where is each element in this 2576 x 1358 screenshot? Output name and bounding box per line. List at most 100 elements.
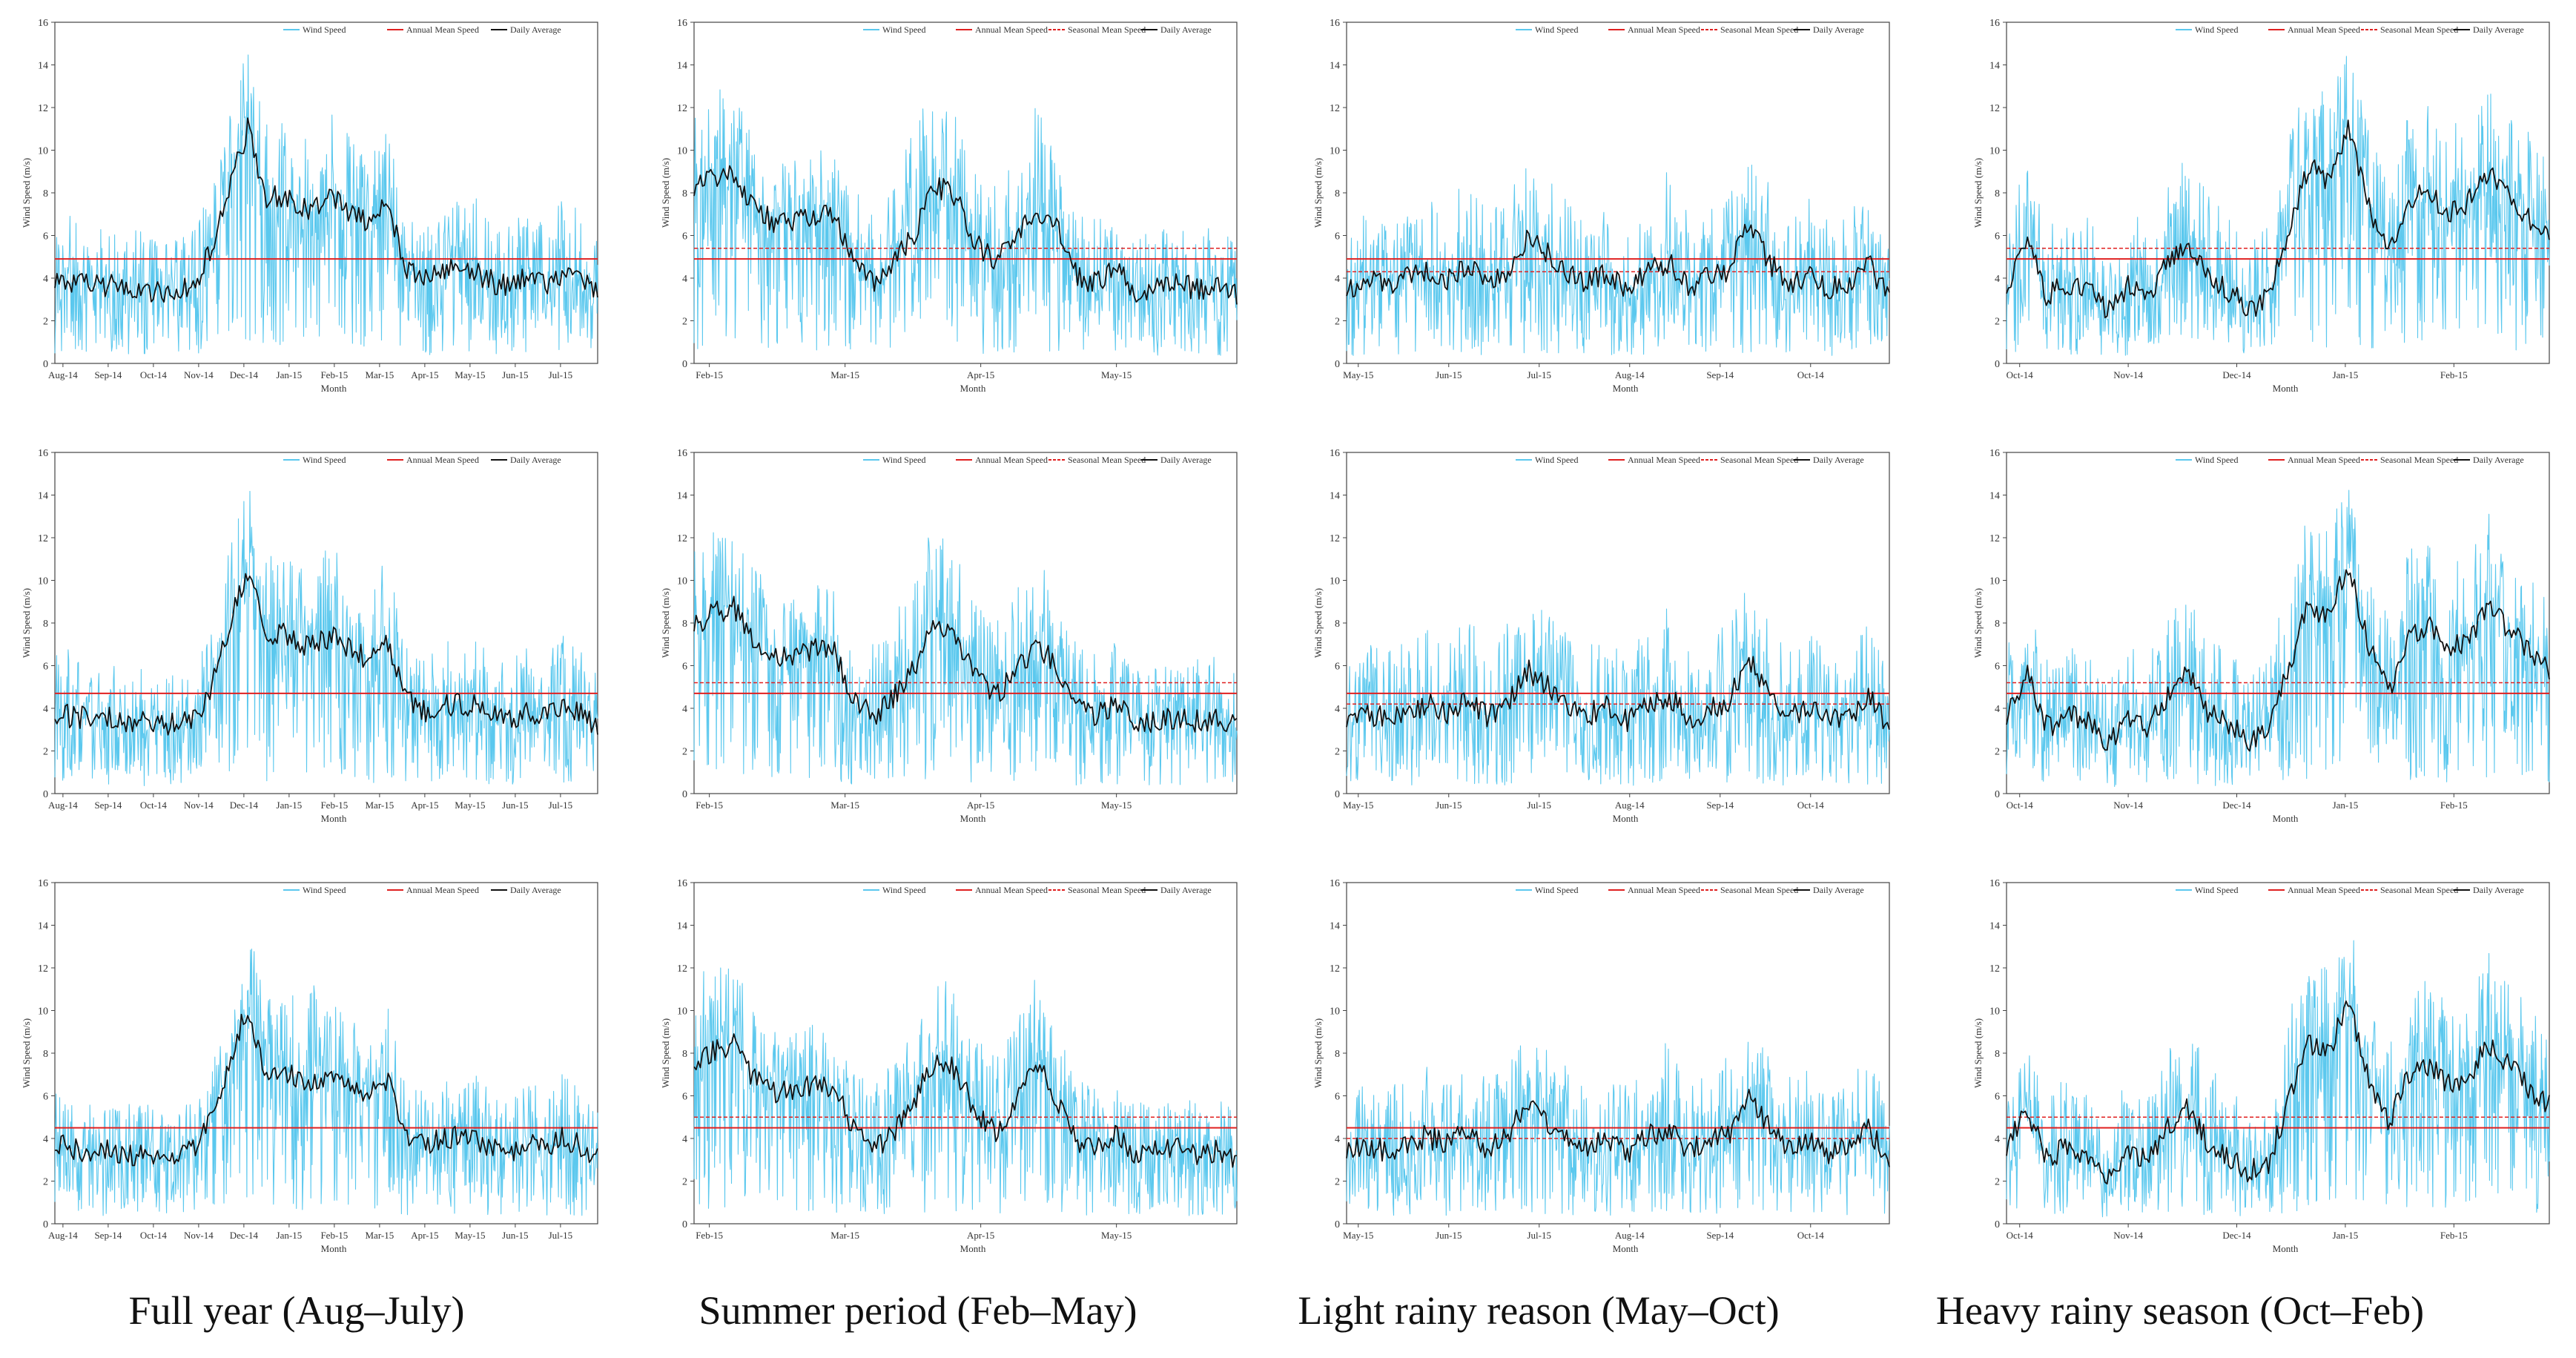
x-tick-label: Sep-14 bbox=[94, 1230, 122, 1241]
wind-speed-series bbox=[54, 490, 598, 786]
y-tick-label: 6 bbox=[43, 1092, 48, 1103]
y-tick-label: 10 bbox=[1330, 146, 1340, 157]
y-tick-label: 0 bbox=[682, 789, 687, 800]
legend-label: Daily Average bbox=[1813, 455, 1864, 465]
x-tick-label: Jan-15 bbox=[2333, 369, 2359, 380]
x-tick-label: Apr-15 bbox=[967, 800, 994, 811]
y-tick-label: 8 bbox=[1995, 1049, 2000, 1060]
x-tick-label: May-15 bbox=[1101, 369, 1132, 380]
y-tick-label: 6 bbox=[43, 231, 48, 243]
x-tick-label: Mar-15 bbox=[830, 1230, 859, 1241]
chart-svg: 0 2 4 6 8 10 12 14 16 Oct-14 Nov-14 Dec-14 Jan-15 Feb… bbox=[1972, 878, 2550, 1254]
y-tick-label: 10 bbox=[677, 1006, 687, 1018]
legend-label: Wind Speed bbox=[303, 885, 346, 895]
x-axis-label: Month bbox=[960, 1243, 986, 1254]
x-tick-label: Sep-14 bbox=[1706, 1230, 1734, 1241]
y-tick-label: 6 bbox=[1995, 1092, 2000, 1103]
y-tick-label: 4 bbox=[1335, 274, 1340, 285]
legend-label: Wind Speed bbox=[882, 455, 926, 465]
y-tick-label: 2 bbox=[43, 317, 48, 328]
x-tick-label: Jul-15 bbox=[549, 369, 573, 380]
caption-full-year: Full year (Aug–July) bbox=[128, 1288, 465, 1333]
x-tick-label: Nov-14 bbox=[184, 1230, 214, 1241]
y-tick-label: 8 bbox=[682, 1049, 687, 1060]
daily-average-series bbox=[2006, 119, 2550, 319]
y-tick-label: 6 bbox=[1335, 662, 1340, 673]
daily-average-series bbox=[1346, 223, 1890, 300]
chart-panel-r2-c1: 0 2 4 6 8 10 12 14 16 Aug-14 Sep-14 Oct-14 Nov-14 Dec… bbox=[13, 444, 607, 829]
y-tick-label: 8 bbox=[682, 619, 687, 630]
y-tick-label: 12 bbox=[38, 533, 48, 544]
legend-label: Annual Mean Speed bbox=[406, 885, 479, 895]
y-tick-label: 8 bbox=[682, 188, 687, 200]
legend-label: Daily Average bbox=[1160, 885, 1212, 895]
chart-svg: 0 2 4 6 8 10 12 14 16 Oct-14 Nov-14 Dec-14 Jan-15 Feb… bbox=[1972, 448, 2550, 824]
x-tick-label: Jun-15 bbox=[1436, 800, 1462, 811]
wind-speed-series bbox=[693, 532, 1238, 786]
legend-label: Daily Average bbox=[510, 885, 561, 895]
legend-label: Wind Speed bbox=[2195, 24, 2239, 35]
legend-label: Wind Speed bbox=[303, 24, 346, 35]
x-axis-label: Month bbox=[1613, 383, 1639, 394]
y-tick-label: 12 bbox=[1989, 963, 2000, 975]
caption-light-rainy-season: Light rainy reason (May–Oct) bbox=[1298, 1288, 1780, 1333]
y-axis-label: Wind Speed (m/s) bbox=[1312, 588, 1324, 658]
y-tick-label: 16 bbox=[1330, 448, 1340, 459]
y-tick-label: 2 bbox=[43, 1177, 48, 1188]
x-tick-label: Sep-14 bbox=[94, 369, 122, 380]
x-tick-label: Oct-14 bbox=[140, 800, 168, 811]
legend-label: Seasonal Mean Speed bbox=[1720, 885, 1798, 895]
y-axis-label: Wind Speed (m/s) bbox=[660, 158, 671, 228]
x-tick-label: Apr-15 bbox=[411, 800, 438, 811]
y-tick-label: 8 bbox=[43, 619, 48, 630]
x-tick-label: Oct-14 bbox=[2007, 369, 2034, 380]
y-tick-label: 14 bbox=[1989, 491, 2000, 502]
y-tick-label: 12 bbox=[38, 103, 48, 114]
wind-speed-series bbox=[693, 967, 1238, 1216]
x-tick-label: Feb-15 bbox=[696, 369, 723, 380]
y-tick-label: 2 bbox=[1995, 1177, 2000, 1188]
y-tick-label: 2 bbox=[1995, 747, 2000, 758]
y-tick-label: 10 bbox=[1989, 146, 2000, 157]
legend-label: Daily Average bbox=[2473, 24, 2524, 35]
chart-panel-r3-c3: 0 2 4 6 8 10 12 14 16 May-15 Jun-15 Jul-15 Aug-14 Sep… bbox=[1305, 874, 1898, 1259]
legend-label: Daily Average bbox=[1160, 455, 1212, 465]
legend-label: Annual Mean Speed bbox=[1628, 885, 1700, 895]
x-tick-label: Sep-14 bbox=[1706, 800, 1734, 811]
daily-average-series bbox=[54, 117, 598, 303]
y-tick-label: 16 bbox=[1989, 878, 2000, 889]
x-tick-label: Jan-15 bbox=[277, 369, 303, 380]
x-tick-label: Jul-15 bbox=[1528, 800, 1552, 811]
x-axis-label: Month bbox=[2273, 1243, 2299, 1254]
x-tick-label: Jun-15 bbox=[1436, 1230, 1462, 1241]
x-axis-label: Month bbox=[960, 813, 986, 824]
y-tick-label: 0 bbox=[1995, 789, 2000, 800]
y-tick-label: 10 bbox=[1989, 1006, 2000, 1018]
x-tick-label: Oct-14 bbox=[1797, 369, 1825, 380]
chart-panel-r3-c1: 0 2 4 6 8 10 12 14 16 Aug-14 Sep-14 Oct-14 Nov-14 Dec… bbox=[13, 874, 607, 1259]
y-tick-label: 0 bbox=[1995, 359, 2000, 370]
y-tick-label: 16 bbox=[38, 448, 48, 459]
y-tick-label: 0 bbox=[43, 789, 48, 800]
chart-svg: 0 2 4 6 8 10 12 14 16 Feb-15 Mar-15 Apr-15 May-15 Mon… bbox=[660, 18, 1238, 394]
y-axis-label: Wind Speed (m/s) bbox=[21, 588, 32, 658]
legend-label: Annual Mean Speed bbox=[2288, 885, 2360, 895]
y-tick-label: 12 bbox=[38, 963, 48, 975]
x-tick-label: May-15 bbox=[1101, 800, 1132, 811]
x-tick-label: Feb-15 bbox=[2440, 1230, 2468, 1241]
daily-average-series bbox=[55, 1013, 598, 1167]
y-axis-label: Wind Speed (m/s) bbox=[1312, 1018, 1324, 1088]
legend-label: Wind Speed bbox=[2195, 455, 2239, 465]
y-tick-label: 2 bbox=[1995, 317, 2000, 328]
x-tick-label: Aug-14 bbox=[48, 1230, 78, 1241]
plot-frame bbox=[2006, 452, 2550, 794]
x-axis-label: Month bbox=[2273, 383, 2299, 394]
legend-label: Daily Average bbox=[2473, 455, 2524, 465]
chart-panel-r2-c3: 0 2 4 6 8 10 12 14 16 May-15 Jun-15 Jul-15 Aug-14 Sep… bbox=[1305, 444, 1898, 829]
legend-label: Annual Mean Speed bbox=[975, 24, 1048, 35]
legend-label: Wind Speed bbox=[882, 24, 926, 35]
y-axis-label: Wind Speed (m/s) bbox=[1972, 588, 1984, 658]
legend-label: Daily Average bbox=[1813, 885, 1864, 895]
plot-frame bbox=[54, 452, 598, 794]
legend-label: Daily Average bbox=[510, 24, 561, 35]
